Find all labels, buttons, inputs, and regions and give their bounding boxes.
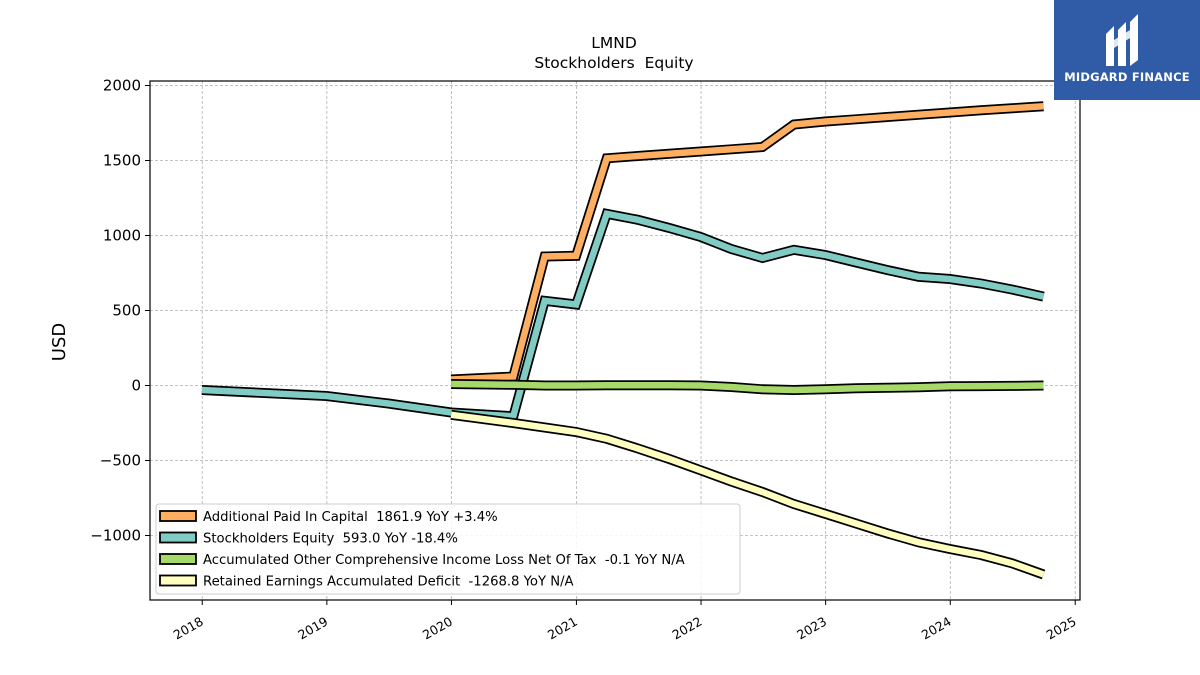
x-tick-label: 2023 bbox=[794, 614, 829, 643]
y-tick-label: 1500 bbox=[103, 152, 141, 170]
y-tick-label: 1000 bbox=[103, 227, 141, 245]
brand-logo-mark bbox=[1106, 14, 1138, 66]
y-tick-label: −1000 bbox=[90, 527, 141, 545]
y-tick-label: 500 bbox=[112, 302, 141, 320]
legend-label: Accumulated Other Comprehensive Income L… bbox=[203, 553, 685, 568]
plot-frame bbox=[149, 80, 1081, 601]
series-layer bbox=[201, 101, 1046, 580]
legend-swatch bbox=[159, 510, 197, 522]
chart-subtitle: Stockholders Equity bbox=[534, 54, 693, 72]
legend-swatch bbox=[159, 553, 197, 565]
y-tick-label: 2000 bbox=[103, 77, 141, 95]
legend-label: Retained Earnings Accumulated Deficit -1… bbox=[203, 575, 574, 590]
x-tick-label: 2018 bbox=[171, 614, 206, 643]
x-tick-label: 2021 bbox=[545, 614, 580, 643]
brand-logo-text: MIDGARD FINANCE bbox=[1064, 70, 1190, 84]
chart-title: LMND bbox=[591, 34, 637, 52]
legend: Additional Paid In Capital 1861.9 YoY +3… bbox=[155, 503, 741, 595]
x-tick-label: 2025 bbox=[1044, 614, 1079, 643]
legend-swatch bbox=[159, 531, 197, 544]
series-line-0 bbox=[450, 102, 1044, 383]
legend-label: Additional Paid In Capital 1861.9 YoY +3… bbox=[203, 510, 498, 525]
y-axis-label: USD bbox=[49, 323, 70, 361]
x-tick-label: 2022 bbox=[669, 614, 704, 643]
legend-box bbox=[155, 503, 741, 595]
x-tick-label: 2019 bbox=[295, 614, 330, 643]
x-tick-label: 2020 bbox=[420, 614, 455, 643]
brand-logo: MIDGARD FINANCE bbox=[1054, 0, 1200, 100]
legend-swatch bbox=[159, 574, 197, 587]
x-tick-label: 2024 bbox=[919, 614, 954, 643]
series-line-2 bbox=[451, 380, 1044, 394]
legend-label: Stockholders Equity 593.0 YoY -18.4% bbox=[203, 532, 458, 547]
y-tick-label: −500 bbox=[100, 452, 141, 470]
y-tick-label: 0 bbox=[131, 377, 141, 395]
series-line-3 bbox=[450, 411, 1045, 578]
